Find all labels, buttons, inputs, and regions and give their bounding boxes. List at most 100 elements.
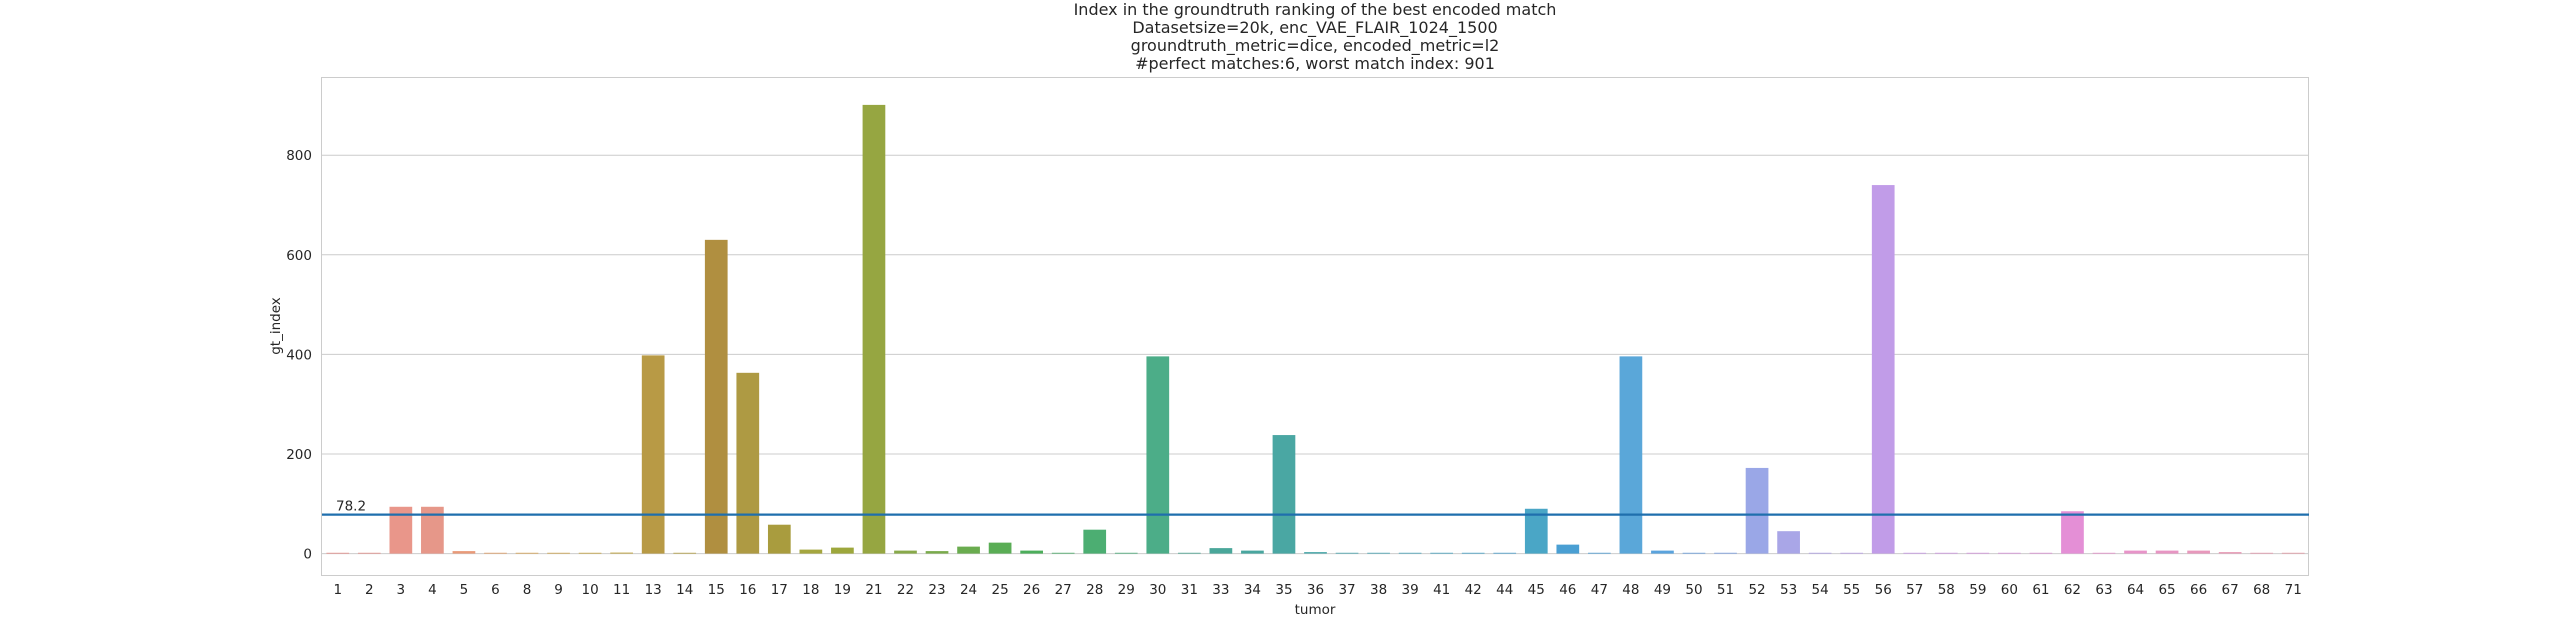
x-tick-label: 62: [2064, 582, 2081, 598]
x-tick-label: 28: [1086, 582, 1103, 598]
x-tick-label: 23: [928, 582, 945, 598]
x-tick-label: 3: [397, 582, 406, 598]
bar: [1114, 552, 1138, 554]
reference-line-group: 78.2: [322, 499, 2309, 516]
bar: [1461, 552, 1485, 554]
bar: [1177, 552, 1201, 554]
y-tick-label: 200: [286, 447, 312, 463]
title-line-3: groundtruth_metric=dice, encoded_metric=…: [1131, 36, 1500, 56]
x-tick-label: 67: [2222, 582, 2239, 598]
x-tick-label: 13: [645, 582, 662, 598]
bar: [767, 524, 791, 554]
x-tick-label: 30: [1149, 582, 1166, 598]
bar: [1241, 550, 1264, 554]
x-tick-label: 29: [1118, 582, 1135, 598]
x-tick-labels: 1 2 3 4 5 6 8 9 10 11 13 14 15 16 17 18 19 21 22 23 24 25 26 27…: [333, 582, 2301, 598]
bar: [1524, 508, 1548, 554]
x-tick-label: 50: [1685, 582, 1702, 598]
title-line-1: Index in the groundtruth ranking of the …: [1074, 0, 1557, 19]
bar: [2250, 552, 2274, 554]
x-tick-label: 55: [1843, 582, 1860, 598]
x-tick-label: 19: [834, 582, 851, 598]
x-tick-label: 49: [1654, 582, 1671, 598]
x-tick-label: 48: [1622, 582, 1639, 598]
y-tick-label: 0: [303, 547, 312, 563]
chart-title: Index in the groundtruth ranking of the …: [1074, 0, 1557, 73]
x-tick-label: 47: [1591, 582, 1608, 598]
bar: [578, 552, 602, 554]
bar: [1871, 185, 1895, 554]
bar: [2092, 552, 2116, 554]
bar: [1777, 531, 1800, 554]
title-line-4: #perfect matches:6, worst match index: 9…: [1135, 54, 1495, 73]
x-tick-label: 24: [960, 582, 977, 598]
x-tick-label: 71: [2285, 582, 2302, 598]
x-tick-label: 66: [2190, 582, 2207, 598]
x-tick-label: 5: [460, 582, 469, 598]
bar: [2061, 511, 2084, 554]
bars: [326, 104, 2305, 554]
x-tick-label: 37: [1338, 582, 1355, 598]
x-tick-label: 22: [897, 582, 914, 598]
bar: [452, 551, 476, 554]
bar: [1840, 552, 1864, 554]
bar: [673, 552, 697, 554]
x-tick-label: 34: [1244, 582, 1261, 598]
x-tick-label: 44: [1496, 582, 1513, 598]
bar: [1020, 550, 1043, 554]
x-axis-label: tumor: [1295, 602, 1336, 618]
reference-line-label: 78.2: [336, 499, 366, 515]
x-tick-label: 21: [865, 582, 882, 598]
bar: [799, 549, 823, 554]
bar: [547, 552, 570, 554]
x-tick-label: 68: [2253, 582, 2270, 598]
bar: [957, 546, 980, 554]
x-tick-label: 39: [1402, 582, 1419, 598]
x-tick-label: 18: [802, 582, 819, 598]
x-tick-label: 27: [1055, 582, 1072, 598]
x-tick-label: 61: [2032, 582, 2049, 598]
x-tick-label: 26: [1023, 582, 1040, 598]
y-tick-label: 600: [286, 248, 312, 264]
bar: [2218, 552, 2242, 554]
x-tick-label: 42: [1465, 582, 1482, 598]
x-tick-label: 57: [1906, 582, 1923, 598]
title-line-2: Datasetsize=20k, enc_VAE_FLAIR_1024_1500: [1132, 18, 1497, 38]
x-tick-label: 4: [428, 582, 437, 598]
x-tick-label: 60: [2001, 582, 2018, 598]
bar: [862, 104, 886, 554]
x-tick-label: 36: [1307, 582, 1324, 598]
x-tick-label: 58: [1938, 582, 1955, 598]
bar: [894, 550, 917, 554]
bar: [1588, 552, 1611, 554]
bar: [357, 552, 381, 554]
bar: [1556, 544, 1580, 554]
y-axis-label: gt_index: [268, 297, 284, 355]
bar: [421, 506, 444, 554]
x-tick-label: 59: [1969, 582, 1986, 598]
bar: [831, 547, 854, 554]
x-tick-label: 15: [708, 582, 725, 598]
x-tick-label: 11: [613, 582, 630, 598]
bar: [1966, 552, 1990, 554]
bar: [1934, 552, 1958, 554]
x-tick-label: 41: [1433, 582, 1450, 598]
bar: [1430, 552, 1454, 554]
bar: [1083, 529, 1107, 554]
x-tick-label: 65: [2158, 582, 2175, 598]
x-tick-label: 46: [1559, 582, 1576, 598]
x-tick-label: 35: [1275, 582, 1292, 598]
bar: [1808, 552, 1832, 554]
bar: [326, 552, 350, 554]
bar: [641, 355, 665, 554]
bar: [484, 552, 507, 554]
x-tick-label: 16: [739, 582, 756, 598]
bar: [1619, 356, 1643, 554]
x-tick-label: 17: [771, 582, 788, 598]
bar: [2029, 552, 2053, 554]
x-tick-label: 25: [992, 582, 1009, 598]
x-tick-label: 1: [333, 582, 342, 598]
x-tick-label: 63: [2095, 582, 2112, 598]
bar: [515, 552, 539, 554]
plot-area: [321, 77, 2309, 576]
